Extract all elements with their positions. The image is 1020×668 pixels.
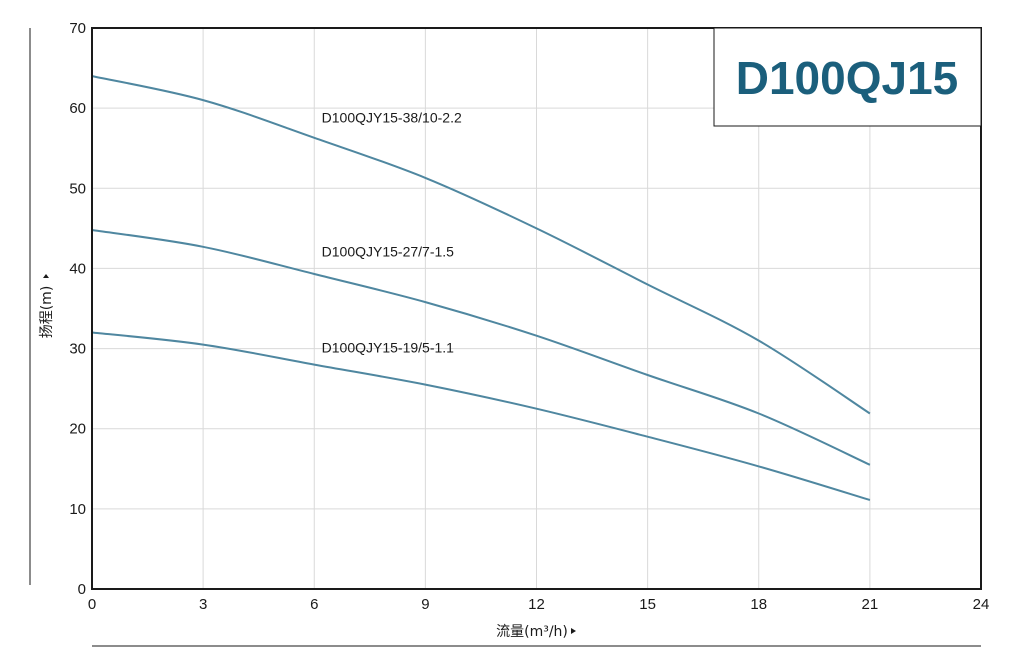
x-axis-title: 流量(m³/h) — [496, 624, 568, 640]
x-tick-label: 3 — [199, 596, 207, 613]
y-tick-label: 70 — [69, 20, 86, 37]
chart-title: D100QJ15 — [736, 52, 959, 104]
series-line — [91, 75, 871, 415]
tick-labels: 0 3 6 9 12 15 18 21 24 0 10 20 30 40 50 60 70 — [69, 20, 989, 613]
y-tick-label: 60 — [69, 100, 86, 117]
plot-frame — [91, 27, 982, 590]
y-tick-label: 50 — [69, 180, 86, 197]
x-tick-label: 6 — [310, 596, 318, 613]
series-label: D100QJY15-38/10-2.2 — [322, 110, 462, 126]
y-tick-label: 20 — [69, 421, 86, 438]
y-axis-arrow-icon — [43, 274, 49, 278]
series-line — [91, 331, 871, 501]
y-axis-title: 扬程(m) — [39, 286, 55, 339]
x-tick-label: 18 — [750, 596, 767, 613]
series-lines — [91, 75, 871, 501]
y-axis-label: 扬程(m) — [39, 274, 55, 338]
y-tick-label: 40 — [69, 260, 86, 277]
grid — [92, 28, 981, 589]
x-tick-label: 21 — [862, 596, 879, 613]
series-line — [91, 229, 871, 466]
y-tick-label: 0 — [78, 581, 86, 598]
y-tick-label: 30 — [69, 341, 86, 358]
title-box: D100QJ15 — [713, 27, 982, 127]
series-label: D100QJY15-27/7-1.5 — [322, 243, 455, 259]
y-tick-label: 10 — [69, 501, 86, 518]
x-tick-label: 15 — [639, 596, 656, 613]
x-tick-label: 24 — [973, 596, 990, 613]
x-tick-label: 0 — [88, 596, 96, 613]
series-label: D100QJY15-19/5-1.1 — [322, 340, 455, 356]
x-tick-label: 9 — [421, 596, 429, 613]
x-tick-label: 12 — [528, 596, 545, 613]
x-axis-label: 流量(m³/h) — [496, 624, 576, 640]
title-box-frame — [713, 27, 982, 127]
x-axis-arrow-icon — [571, 628, 576, 634]
series-labels: D100QJY15-38/10-2.2 D100QJY15-27/7-1.5 D10… — [322, 110, 462, 356]
